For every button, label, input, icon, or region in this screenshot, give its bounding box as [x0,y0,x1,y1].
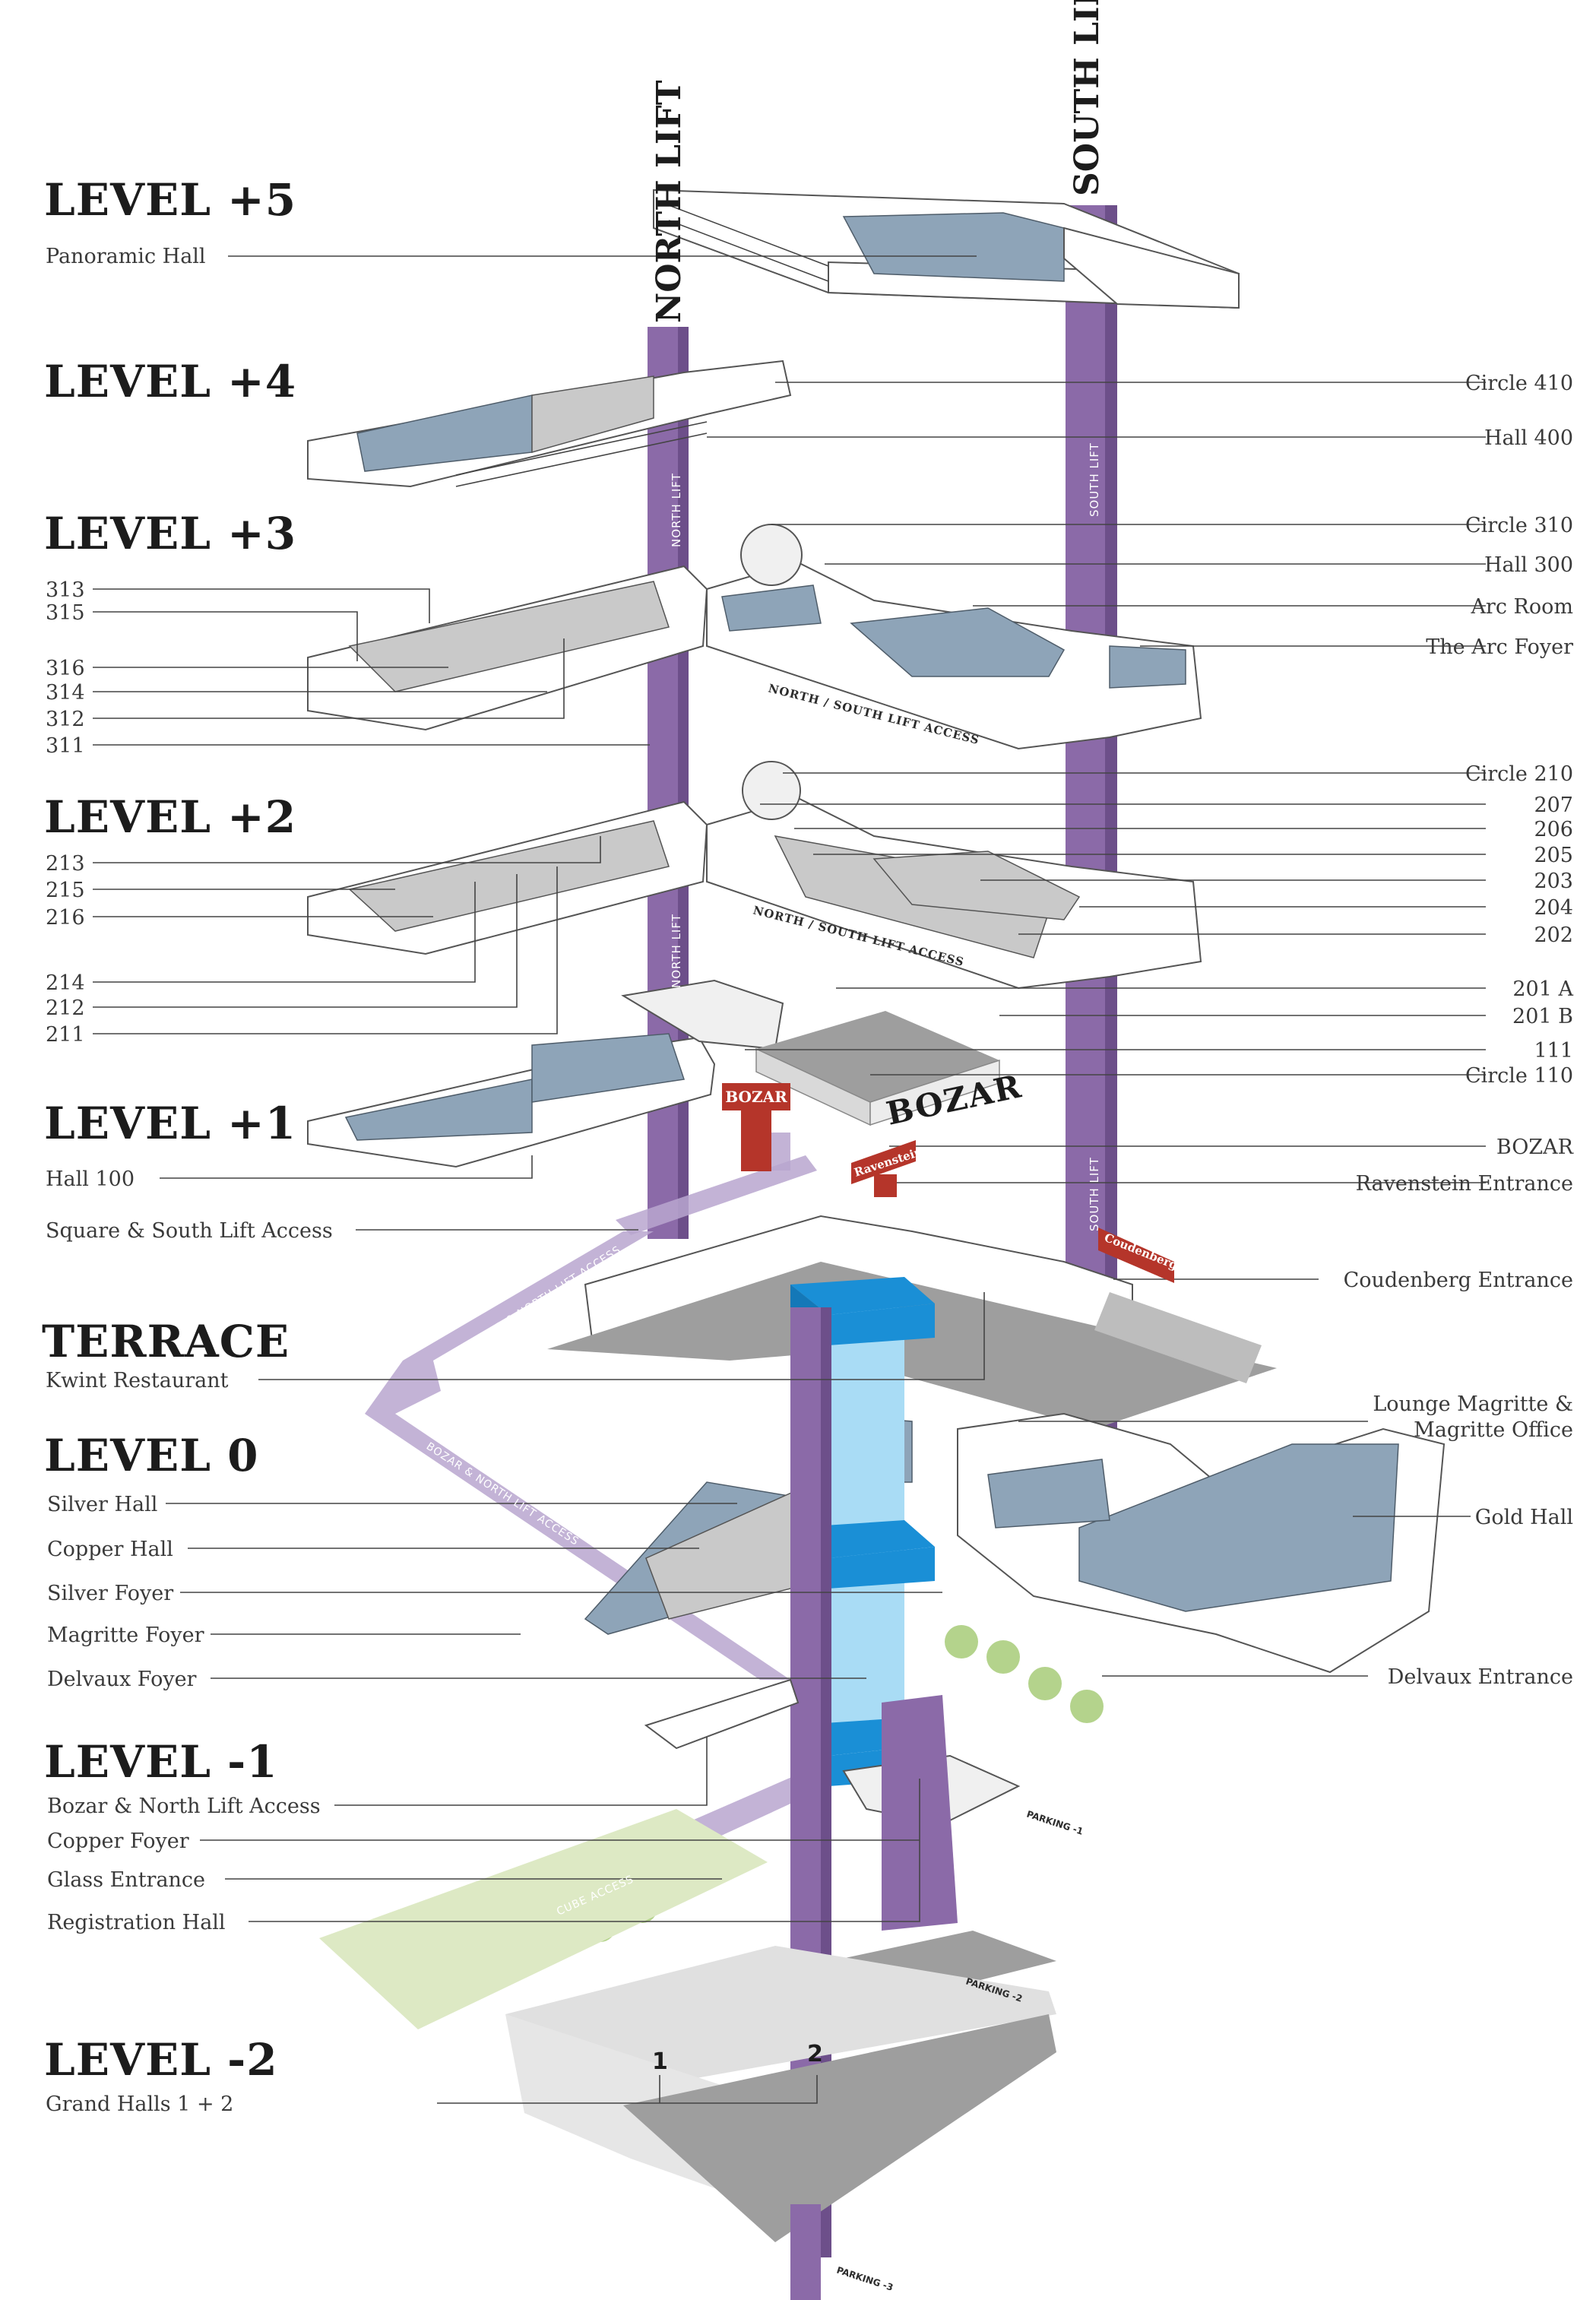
room-211-label: 211 [46,1023,85,1047]
grand-hall-2-number: 2 [807,2041,823,2067]
bozar-north-lift-access-label: Bozar & North Lift Access [47,1795,321,1818]
level-5-floor [653,188,1240,309]
room-203-label: 203 [1534,870,1573,893]
hall-300-label: Hall 300 [1484,553,1573,577]
room-204-label: 204 [1534,896,1573,920]
level-0-halls [584,1412,1446,1674]
level-minus-1-title: LEVEL -1 [44,1736,278,1788]
room-205-label: 205 [1534,844,1573,867]
level-3-title: LEVEL +3 [44,508,296,559]
room-314-label: 314 [46,681,85,705]
level-4-title: LEVEL +4 [44,356,296,407]
bozar-north-access-2: BOZAR & NORTH LIFT ACCESS [424,1440,581,1548]
bozar-block [755,1011,1000,1126]
parking-minus-1-label: PARKING -1 [1025,1809,1085,1837]
room-111-label: 111 [1534,1039,1573,1063]
south-lift-shaft-text-2: SOUTH LIFT [1088,1157,1101,1231]
level-1-subtitle: Hall 100 [46,1167,135,1191]
parking-minus-3-label: PARKING -3 [835,2265,895,2293]
room-313-label: 313 [46,578,85,602]
arc-foyer-label: The Arc Foyer [1426,635,1573,659]
arc-room-label: Arc Room [1470,595,1573,619]
copper-hall-label: Copper Hall [47,1538,173,1561]
room-214-label: 214 [46,971,85,995]
circle-110-label: Circle 110 [1465,1064,1573,1088]
bozar-label: BOZAR [1496,1136,1574,1159]
glass-cube [790,1277,935,2257]
terrace-title: TERRACE [42,1316,290,1367]
glass-entrance-label: Glass Entrance [47,1868,205,1892]
circle-210-label: Circle 210 [1465,762,1573,786]
level-2-title: LEVEL +2 [44,791,296,843]
room-201b-label: 201 B [1512,1005,1573,1028]
south-lift-shaft-text: SOUTH LIFT [1088,442,1101,517]
south-lift-title: SOUTH LIFT [1068,0,1107,196]
circle-410-label: Circle 410 [1465,372,1573,395]
room-213-label: 213 [46,852,85,876]
ravenstein-entrance-label: Ravenstein Entrance [1356,1172,1573,1196]
copper-foyer-label: Copper Foyer [47,1830,189,1853]
room-206-label: 206 [1534,818,1573,841]
room-215-label: 215 [46,879,85,902]
level-1-title: LEVEL +1 [44,1098,296,1149]
bozar-sign-text: BOZAR [725,1088,787,1106]
room-312-label: 312 [46,708,85,731]
north-lift-title: NORTH LIFT [650,80,689,323]
circle-310-label: Circle 310 [1465,514,1573,537]
room-216-label: 216 [46,906,85,930]
registration-hall-label: Registration Hall [47,1911,226,1934]
room-207-label: 207 [1534,794,1573,817]
north-lift-shaft-text-2: NORTH LIFT [670,914,683,988]
delvaux-foyer-label: Delvaux Foyer [47,1668,197,1691]
leader-lines [93,255,1486,2104]
lounge-magritte-label: Lounge Magritte & [1373,1392,1573,1416]
room-311-label: 311 [46,734,85,758]
level-3-floor [307,524,1202,750]
room-315-label: 315 [46,601,85,625]
level-2-floor [307,761,1202,990]
gold-hall-label: Gold Hall [1475,1506,1573,1529]
grand-hall-1-number: 1 [652,2048,668,2075]
coudenberg-entrance-label: Coudenberg Entrance [1344,1269,1573,1292]
square-south-lift-access-label: Square & South Lift Access [46,1219,333,1243]
ravenstein-sign: Ravenstein [851,1140,924,1197]
bozar-sign: BOZAR [722,1083,790,1171]
delvaux-entrance-label: Delvaux Entrance [1388,1665,1573,1689]
level-minus-2-subtitle: Grand Halls 1 + 2 [46,2092,233,2116]
magritte-foyer-label: Magritte Foyer [47,1624,204,1647]
north-lift-shaft-text: NORTH LIFT [670,473,683,547]
hall-400-label: Hall 400 [1484,426,1573,450]
level-minus-1 [319,1678,1021,2029]
magritte-office-label: Magritte Office [1414,1418,1573,1442]
level-5-title: LEVEL +5 [44,174,296,226]
silver-hall-label: Silver Hall [47,1493,157,1516]
terrace-subtitle: Kwint Restaurant [46,1369,229,1392]
level-4-floor [307,360,792,488]
level-0-title: LEVEL 0 [44,1430,259,1481]
room-316-label: 316 [46,657,85,680]
level-minus-2-title: LEVEL -2 [44,2034,278,2086]
silver-foyer-label: Silver Foyer [47,1582,173,1605]
room-202-label: 202 [1534,923,1573,947]
room-212-label: 212 [46,996,85,1020]
level-minus-2 [505,1931,1056,2300]
level-1-floor [307,979,784,1168]
level-5-subtitle: Panoramic Hall [46,245,206,268]
room-201a-label: 201 A [1512,977,1573,1001]
